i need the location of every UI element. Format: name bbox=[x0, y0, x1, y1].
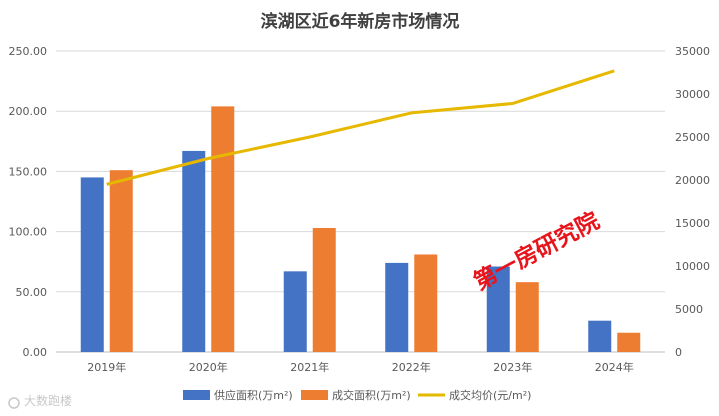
x-axis-labels: 2019年 2020年 2021年 2022年 2023年 2024年 bbox=[87, 360, 634, 374]
right-tick-label: 15000 bbox=[675, 217, 710, 230]
right-tick-label: 10000 bbox=[675, 260, 710, 273]
right-tick-label: 35000 bbox=[675, 45, 710, 58]
sales-bar bbox=[414, 254, 438, 352]
supply-bar bbox=[588, 320, 612, 352]
legend-swatch bbox=[301, 390, 328, 400]
gridlines bbox=[56, 50, 665, 353]
supply-bar bbox=[80, 177, 104, 352]
legend-label: 成交均价(元/m²) bbox=[449, 388, 531, 402]
right-tick-label: 25000 bbox=[675, 131, 710, 144]
supply-bar bbox=[486, 266, 510, 352]
x-tick-label: 2021年 bbox=[290, 360, 329, 374]
legend: 供应面积(万m²) 成交面积(万m²) 成交均价(元/m²) bbox=[183, 388, 531, 402]
right-tick-label: 30000 bbox=[675, 88, 710, 101]
sales-bar bbox=[515, 282, 539, 352]
supply-bar bbox=[283, 271, 307, 352]
left-tick-label: 100.00 bbox=[9, 226, 48, 239]
left-axis-ticks: 0.00 50.00 100.00 150.00 200.00 250.00 bbox=[9, 45, 48, 359]
right-tick-label: 0 bbox=[675, 346, 682, 359]
sales-bar bbox=[109, 170, 133, 352]
supply-bar bbox=[182, 150, 206, 352]
right-tick-label: 5000 bbox=[675, 303, 703, 316]
legend-label: 供应面积(万m²) bbox=[214, 388, 293, 402]
x-tick-label: 2019年 bbox=[87, 360, 126, 374]
x-tick-label: 2024年 bbox=[595, 360, 634, 374]
watermark-corner-text: 大数跑楼 bbox=[24, 394, 73, 408]
supply-bar bbox=[385, 262, 409, 352]
right-tick-label: 20000 bbox=[675, 174, 710, 187]
sales-bar bbox=[312, 227, 336, 352]
legend-swatch bbox=[183, 390, 210, 400]
price-line bbox=[106, 69, 615, 186]
x-tick-label: 2020年 bbox=[189, 360, 228, 374]
sales-bar bbox=[211, 106, 235, 352]
bars bbox=[80, 106, 641, 352]
legend-label: 成交面积(万m²) bbox=[332, 388, 411, 402]
left-tick-label: 250.00 bbox=[9, 45, 48, 58]
watermark-logo-icon bbox=[8, 397, 20, 409]
right-axis-ticks: 0 5000 10000 15000 20000 25000 30000 35000 bbox=[675, 45, 710, 359]
left-tick-label: 50.00 bbox=[16, 286, 48, 299]
left-tick-label: 0.00 bbox=[23, 346, 48, 359]
left-tick-label: 200.00 bbox=[9, 105, 48, 118]
x-tick-label: 2022年 bbox=[392, 360, 431, 374]
chart-title: 滨湖区近6年新房市场情况 bbox=[261, 11, 460, 32]
price-line-series bbox=[106, 69, 615, 186]
x-tick-label: 2023年 bbox=[493, 360, 532, 374]
left-tick-label: 150.00 bbox=[9, 165, 48, 178]
sales-bar bbox=[617, 332, 641, 352]
